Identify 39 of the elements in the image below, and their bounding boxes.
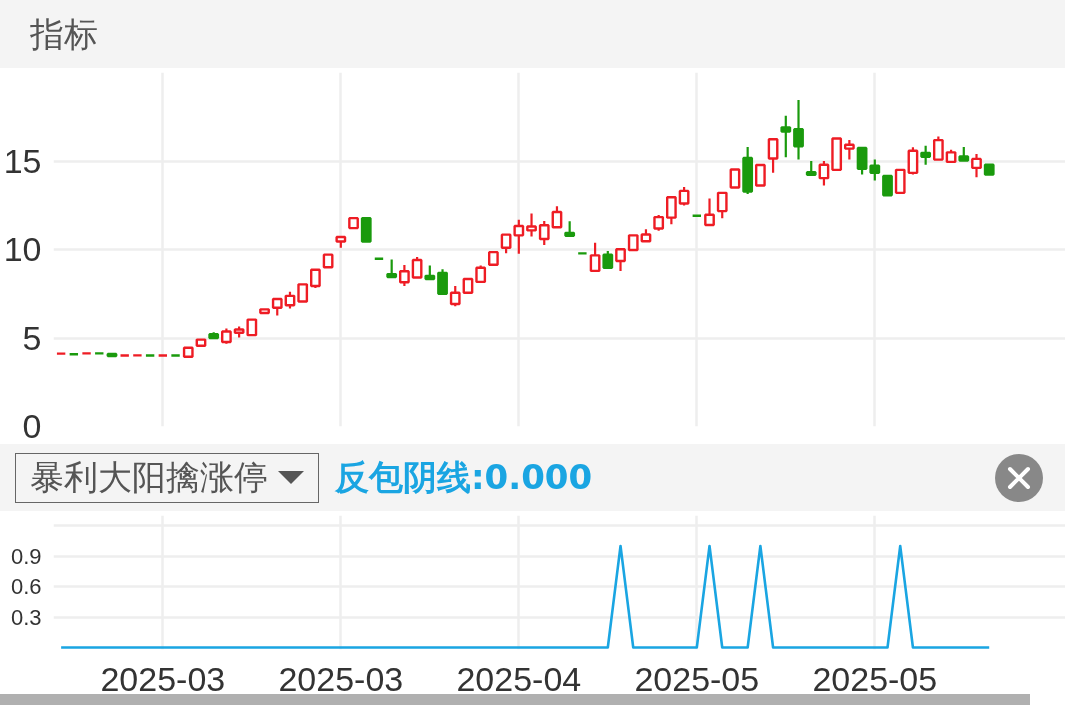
candlestick: [754, 163, 766, 187]
x-tick-label: 2025-05: [812, 659, 938, 698]
y-tick-label: 15: [3, 141, 42, 180]
series-label: 反包阴线:0.000: [335, 456, 593, 500]
candlestick: [615, 248, 626, 273]
candlestick: [195, 338, 207, 347]
candlestick: [729, 168, 741, 189]
candlestick: [627, 234, 639, 252]
y-tick-label: 0: [22, 407, 42, 445]
chart-title: 指标: [29, 12, 98, 56]
candlestick: [793, 99, 804, 161]
candlestick: [182, 346, 194, 358]
candlestick: [831, 137, 843, 172]
x-tick-label: 2025-05: [634, 659, 760, 698]
candlestick: [437, 268, 448, 295]
candlestick: [971, 153, 982, 179]
x-tick-label: 2025-03: [100, 659, 226, 698]
candlestick: [704, 197, 715, 227]
candlestick: [983, 163, 995, 176]
candlestick: [894, 168, 906, 195]
candlestick: [348, 216, 359, 230]
candlestick: [322, 253, 334, 269]
chart-title: 暴利大阳擒涨停: [30, 456, 268, 500]
candlestick: [297, 283, 309, 303]
candlestick: [487, 250, 499, 266]
candlestick: [360, 216, 372, 243]
y-tick-label: 10: [3, 230, 42, 268]
candlestick: [882, 174, 893, 197]
candlestick: [526, 212, 537, 238]
candlestick: [462, 277, 474, 294]
x-tick-label: 2025-03: [278, 659, 404, 698]
candlestick: [259, 308, 270, 315]
y-tick-label: 0.6: [10, 574, 42, 600]
indicator-dropdown: 暴利大阳擒涨停: [15, 452, 319, 503]
y-tick-label: 5: [22, 318, 42, 357]
candlestick: [106, 352, 118, 358]
y-tick-label: 0.3: [10, 604, 42, 630]
x-tick-label: 2025-04: [456, 659, 582, 698]
y-tick-label: 0.9: [10, 543, 42, 569]
